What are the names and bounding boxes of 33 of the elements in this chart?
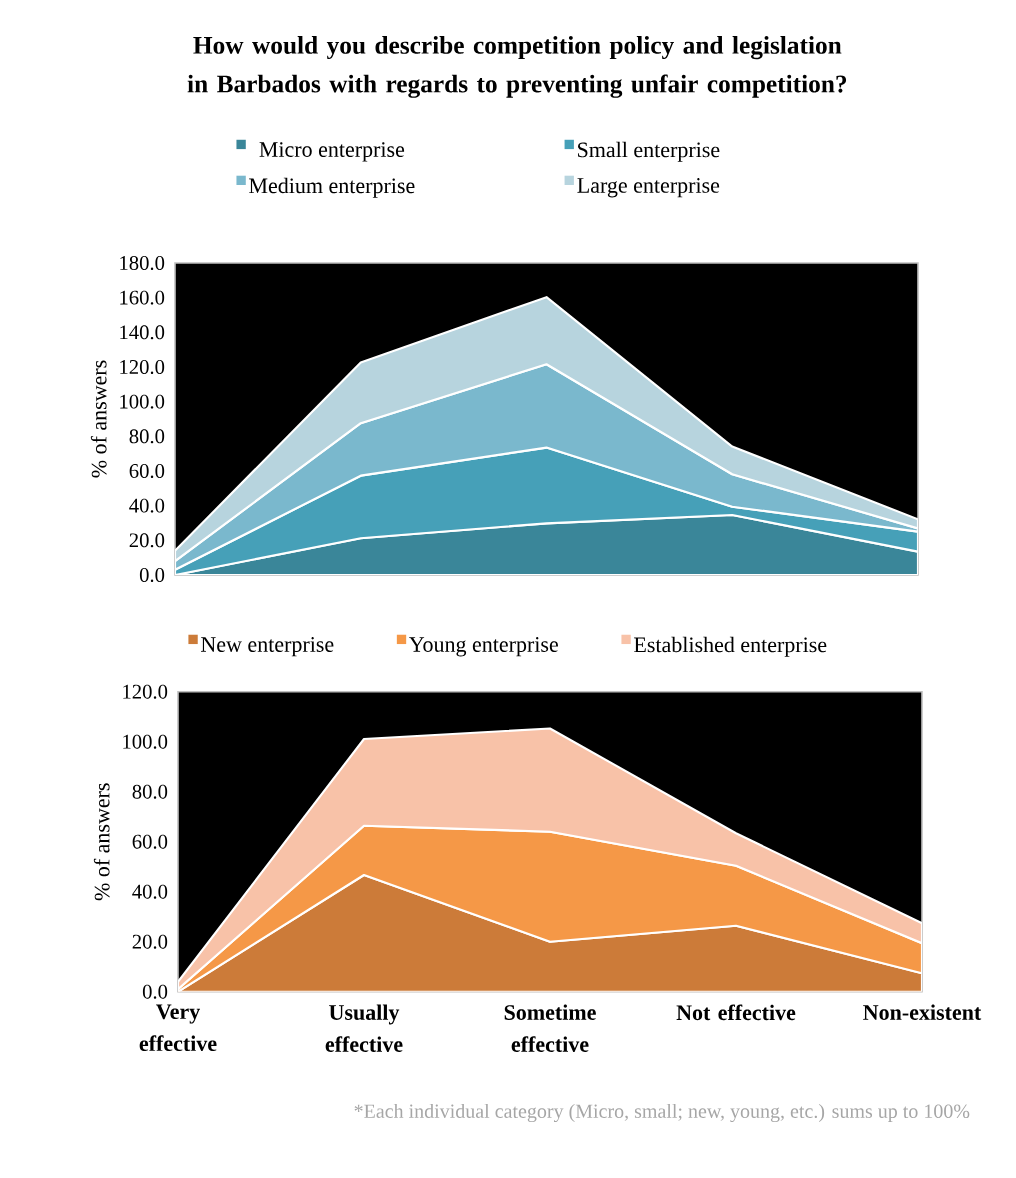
y-axis-title: % of answers: [93, 783, 110, 901]
legend-label: New enterprise: [201, 637, 334, 657]
y-tick-label: 40.0: [129, 498, 165, 513]
x-tick-label: Usually effective: [325, 1004, 403, 1052]
y-tick-label: 100.0: [120, 394, 165, 409]
y-axis-title: % of answers: [90, 360, 107, 478]
y-tick-label: 0.0: [142, 984, 168, 999]
y-tick-label: 80.0: [132, 784, 168, 799]
y-tick-label: 60.0: [129, 463, 165, 479]
y-tick-label: 0.0: [139, 567, 165, 583]
y-tick-label: 20.0: [129, 533, 165, 548]
y-tick-label: 160.0: [120, 290, 165, 305]
y-tick-label: 140.0: [120, 325, 165, 340]
x-tick-label: Very effective: [139, 1004, 217, 1052]
x-tick-label: Not effective: [676, 1004, 796, 1021]
y-tick-label: 180.0: [120, 255, 165, 271]
legend-label: Medium enterprise: [249, 177, 415, 198]
legend-label: Large enterprise: [577, 178, 720, 198]
y-tick-label: 40.0: [132, 884, 168, 899]
y-tick-label: 120.0: [123, 684, 168, 699]
x-tick-label: Sometime effective: [504, 1004, 596, 1052]
y-tick-label: 80.0: [129, 429, 165, 444]
y-tick-label: 100.0: [123, 734, 168, 749]
y-tick-label: 120.0: [120, 359, 165, 375]
x-tick-label: Non-existent: [863, 1004, 982, 1020]
text: *Each individual category (Micro, small; new, young, etc.) sums up to 100%: [354, 1103, 970, 1123]
chart-title: How would you describe competition policy and legislation in Barbados with regards to preventing unfair competition?: [187, 36, 847, 98]
y-tick-label: 60.0: [132, 834, 168, 849]
y-tick-label: 20.0: [132, 934, 168, 949]
legend-label: Micro enterprise: [259, 142, 405, 162]
legend-label: Small enterprise: [578, 141, 720, 162]
legend-label: Established enterprise: [634, 636, 827, 657]
legend-label: Young enterprise: [409, 637, 558, 657]
